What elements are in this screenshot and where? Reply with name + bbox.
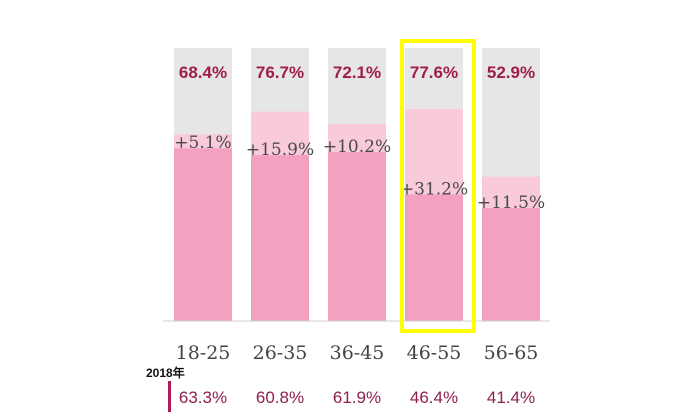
total-value-label: 77.6% (410, 63, 458, 82)
total-value-labels: 68.4% 76.7% 72.1% 77.6% 52.9% (179, 63, 535, 82)
increase-bar (328, 124, 386, 153)
total-value-label: 68.4% (179, 63, 227, 82)
base-bar (482, 207, 540, 321)
increase-value-label: +31.2% (400, 179, 468, 199)
category-label: 36-45 (330, 342, 385, 364)
base-value-label: 60.8% (256, 388, 304, 407)
increase-value-label: +5.1% (174, 133, 231, 153)
category-label: 56-65 (484, 342, 539, 364)
increase-value-labels: +5.1% +15.9% +10.2% +31.2% +11.5% (174, 133, 545, 213)
base-bar (405, 194, 463, 321)
category-label: 18-25 (176, 342, 231, 364)
total-value-label: 72.1% (333, 63, 381, 82)
base-bar (328, 152, 386, 321)
base-value-label: 41.4% (487, 388, 535, 407)
increase-value-label: +15.9% (246, 140, 314, 160)
base-value-labels: 63.3% 60.8% 61.9% 46.4% 41.4% (179, 388, 535, 407)
base-bar (174, 148, 232, 321)
base-bar-layer (174, 148, 540, 321)
increase-value-label: +10.2% (323, 137, 391, 157)
base-bar (251, 155, 309, 321)
increase-bar-layer (174, 109, 540, 208)
increase-value-label: +11.5% (477, 193, 545, 213)
base-value-label: 63.3% (179, 388, 227, 407)
category-label: 26-35 (253, 342, 308, 364)
total-value-label: 52.9% (487, 63, 535, 82)
category-label: 46-55 (407, 342, 462, 364)
increase-bar (174, 134, 232, 149)
increase-bar (405, 109, 463, 195)
base-row-label: 2018年 (146, 365, 185, 380)
category-labels: 18-25 26-35 36-45 46-55 56-65 (176, 342, 539, 364)
increase-bar (482, 176, 540, 208)
base-value-label: 46.4% (410, 388, 458, 407)
total-value-label: 76.7% (256, 63, 304, 82)
increase-bar (251, 111, 309, 156)
base-value-label: 61.9% (333, 388, 381, 407)
highlight-box (400, 39, 476, 333)
base-row-marker (168, 381, 171, 412)
